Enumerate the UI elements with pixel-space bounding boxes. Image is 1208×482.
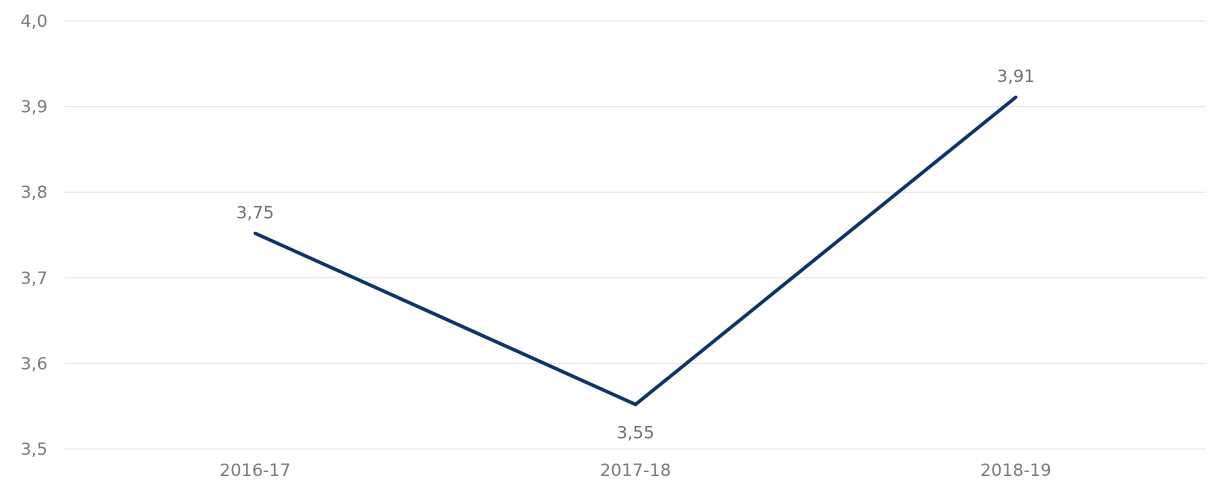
y-tick-label: 3,5 (20, 440, 47, 460)
data-label: 3,55 (617, 423, 655, 443)
x-axis: 2016-17 2017-18 2018-19 (220, 461, 1052, 481)
data-point (1014, 95, 1018, 99)
y-tick-label: 3,8 (20, 183, 47, 203)
data-point (633, 402, 638, 407)
gridlines (65, 20, 1206, 450)
y-tick-label: 3,7 (20, 269, 47, 289)
data-label: 3,91 (997, 67, 1035, 87)
data-label: 3,75 (236, 203, 274, 223)
x-tick-label: 2017-18 (600, 461, 671, 481)
y-tick-label: 3,9 (20, 98, 47, 118)
x-tick-label: 2016-17 (220, 461, 291, 481)
y-tick-label: 4,0 (20, 12, 47, 32)
series-group (253, 95, 1018, 407)
data-labels: 3,75 3,55 3,91 (236, 67, 1035, 443)
y-axis: 3,5 3,6 3,7 3,8 3,9 4,0 (20, 12, 47, 460)
series-line (254, 95, 1017, 407)
x-tick-label: 2018-19 (980, 461, 1051, 481)
data-point (253, 231, 257, 235)
y-tick-label: 3,6 (20, 354, 47, 374)
